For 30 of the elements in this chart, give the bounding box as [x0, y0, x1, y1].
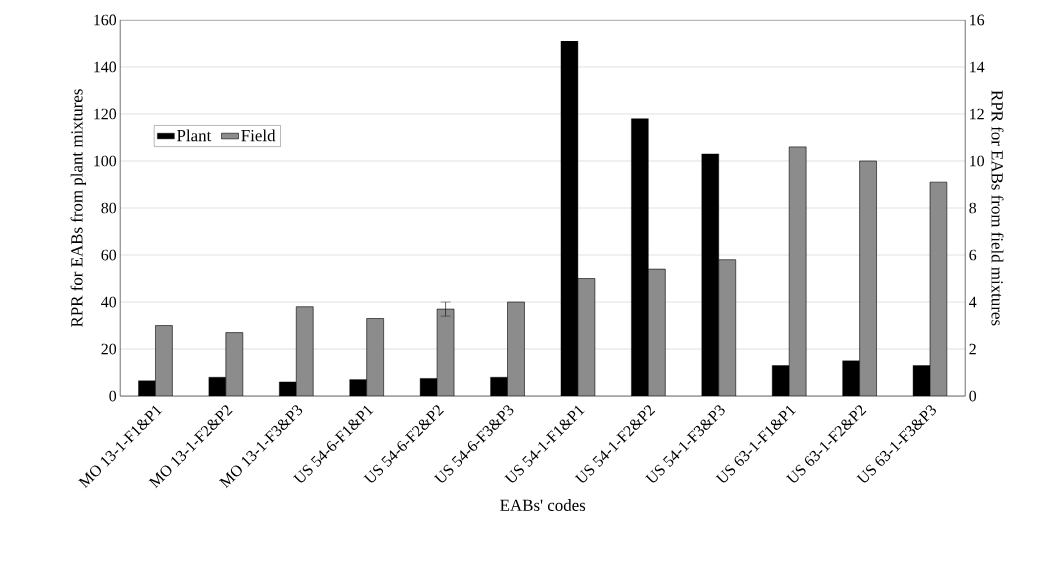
y-tick-label: 60 — [101, 249, 117, 261]
y2-tick-label: 12 — [970, 108, 984, 120]
bar — [155, 325, 173, 397]
y-tick-label: 160 — [94, 14, 117, 26]
y2-tick-label: 10 — [970, 155, 985, 167]
y2-tick-label: 4 — [969, 296, 977, 308]
bar — [225, 332, 244, 397]
y2-tick-label: 16 — [970, 14, 985, 26]
bar — [366, 318, 384, 397]
y-tick-label: 100 — [94, 155, 117, 167]
x-axis-title: EABs' codes — [500, 499, 586, 512]
bar — [436, 308, 455, 397]
y2-tick-label: 0 — [969, 390, 977, 402]
y-axis-title: RPR for EABs from plant mixtures — [70, 89, 87, 328]
bar — [507, 301, 525, 397]
y-tick-label: 20 — [101, 343, 117, 355]
y-tick-label: 40 — [101, 296, 117, 308]
y2-axis-title: RPR for EABs from field mixtures — [991, 90, 1004, 326]
y2-tick-label: 2 — [969, 343, 976, 355]
y-tick-label: 140 — [94, 61, 117, 73]
y-tick-label: 80 — [101, 202, 117, 214]
bar — [295, 306, 314, 397]
legend-label: Plant — [177, 129, 212, 142]
y-tick-label: 0 — [109, 390, 117, 402]
y-tick-label: 120 — [94, 108, 117, 120]
bar — [859, 160, 877, 397]
y2-tick-label: 8 — [969, 202, 977, 214]
legend-label: Field — [241, 129, 276, 142]
y2-tick-label: 6 — [969, 249, 977, 261]
y2-tick-label: 14 — [970, 61, 985, 73]
